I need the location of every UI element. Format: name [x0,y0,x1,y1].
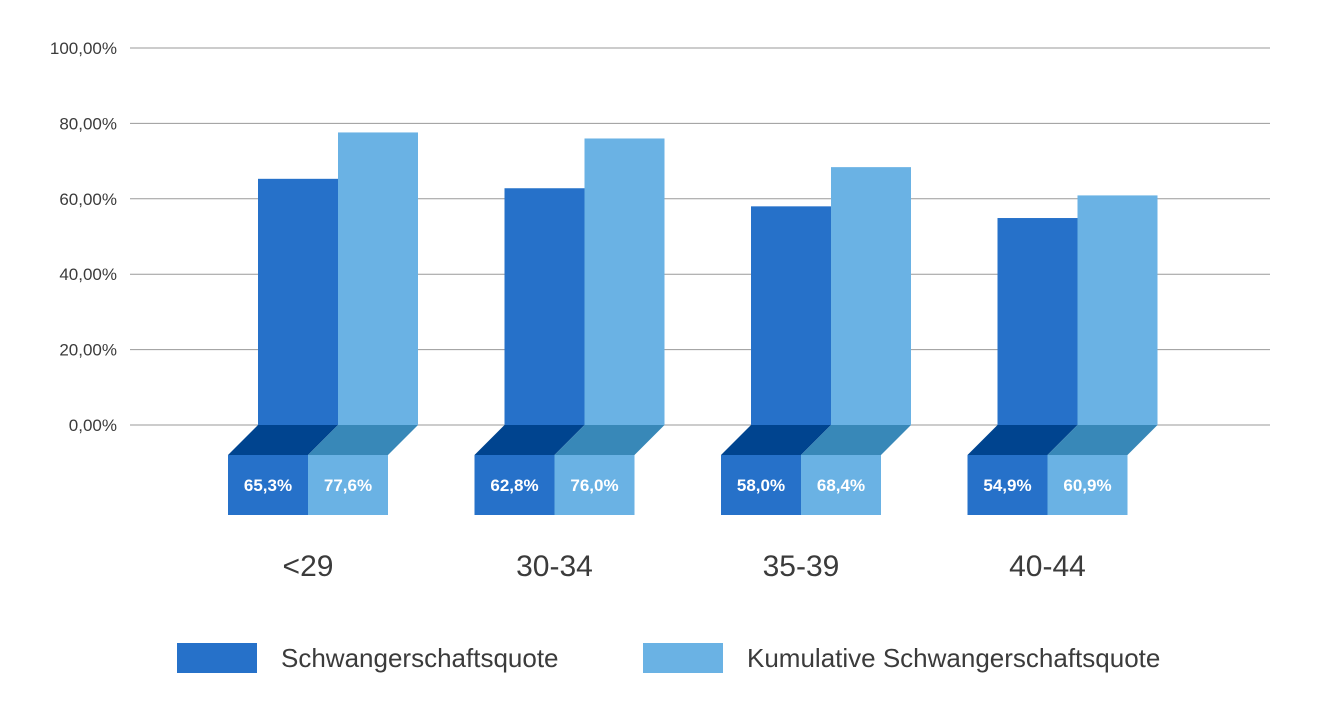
y-tick-label: 80,00% [59,114,117,133]
bar [584,138,665,426]
data-label: 65,3% [244,476,292,495]
legend-swatch [177,643,257,673]
bar-base-front [801,455,881,515]
data-label: 62,8% [490,476,538,495]
data-label: 54,9% [983,476,1031,495]
y-tick-label: 100,00% [50,39,117,58]
bar-base-top [801,425,911,455]
bar-base-top [228,425,338,455]
y-tick-label: 60,00% [59,190,117,209]
bar-base-front [721,455,801,515]
x-tick-label: <29 [283,550,334,583]
bar [504,188,585,425]
bar-base-front [474,455,555,515]
bar [1077,195,1158,425]
data-label: 68,4% [817,476,865,495]
bar [997,218,1078,425]
x-tick-label: 40-44 [1009,550,1086,583]
data-label: 77,6% [324,476,372,495]
bar-base-front [1047,455,1128,515]
y-tick-label: 0,00% [69,416,117,435]
bar [338,132,418,425]
legend-label: Kumulative Schwangerschaftsquote [747,643,1160,673]
bar-base-top [554,425,665,455]
y-tick-label: 40,00% [59,265,117,284]
bar-base-front [554,455,635,515]
legend-label: Schwangerschaftsquote [281,643,559,673]
bar-base-front [228,455,308,515]
legend-swatch [643,643,723,673]
bar-base-top [474,425,585,455]
bar [831,167,911,425]
bar-base-top [1047,425,1158,455]
bar-base-top [721,425,831,455]
bar-base-front [967,455,1048,515]
x-tick-label: 35-39 [763,550,840,583]
data-label: 76,0% [570,476,618,495]
bar-base-top [967,425,1078,455]
data-label: 58,0% [737,476,785,495]
bar-base-top [308,425,418,455]
data-label: 60,9% [1063,476,1111,495]
bar [258,178,338,425]
y-tick-label: 20,00% [59,341,117,360]
bar [751,206,831,425]
bar-base-front [308,455,388,515]
x-tick-label: 30-34 [516,550,593,583]
